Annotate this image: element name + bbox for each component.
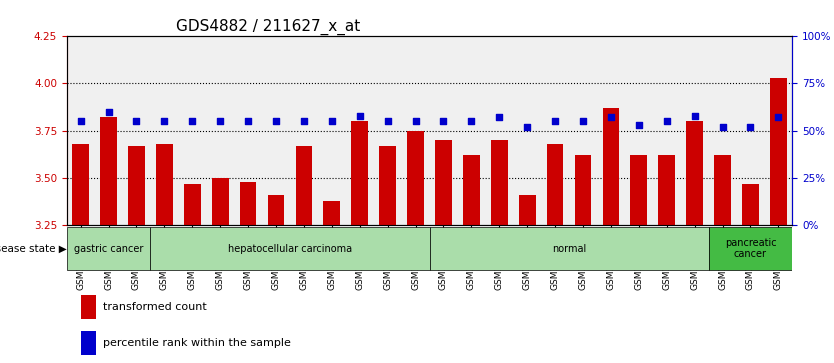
Bar xyxy=(73,144,89,225)
Bar xyxy=(324,200,340,225)
Bar xyxy=(67,227,150,270)
Point xyxy=(744,124,757,130)
Point xyxy=(465,118,478,124)
Bar xyxy=(407,131,424,225)
Bar xyxy=(128,146,145,225)
Point xyxy=(102,109,115,115)
Point xyxy=(409,118,422,124)
Point xyxy=(158,118,171,124)
Bar xyxy=(268,195,284,225)
Bar xyxy=(714,155,731,225)
Bar xyxy=(686,121,703,225)
Point xyxy=(688,113,701,118)
Point xyxy=(604,115,617,121)
Point xyxy=(214,118,227,124)
Point xyxy=(241,118,254,124)
Point xyxy=(130,118,143,124)
Bar xyxy=(547,144,564,225)
Point xyxy=(269,118,283,124)
Point xyxy=(771,115,785,121)
Point xyxy=(549,118,562,124)
Bar xyxy=(435,140,452,225)
Bar xyxy=(212,178,229,225)
Bar xyxy=(709,227,792,270)
Bar xyxy=(184,184,201,225)
Bar xyxy=(100,118,117,225)
Point xyxy=(297,118,310,124)
Point xyxy=(353,113,366,118)
Bar xyxy=(150,227,430,270)
Bar xyxy=(575,155,591,225)
Bar xyxy=(81,331,96,355)
Text: pancreatic
cancer: pancreatic cancer xyxy=(725,238,776,260)
Text: percentile rank within the sample: percentile rank within the sample xyxy=(103,338,291,348)
Point xyxy=(325,118,339,124)
Bar xyxy=(742,184,759,225)
Point xyxy=(437,118,450,124)
Point xyxy=(660,118,673,124)
Bar xyxy=(379,146,396,225)
Text: transformed count: transformed count xyxy=(103,302,207,312)
Bar xyxy=(295,146,312,225)
Point xyxy=(716,124,729,130)
Point xyxy=(520,124,534,130)
Bar xyxy=(770,78,786,225)
Text: gastric cancer: gastric cancer xyxy=(74,244,143,254)
Bar xyxy=(239,182,257,225)
Bar xyxy=(430,227,709,270)
Point xyxy=(381,118,394,124)
Text: normal: normal xyxy=(552,244,586,254)
Point xyxy=(576,118,590,124)
Text: hepatocellular carcinoma: hepatocellular carcinoma xyxy=(228,244,352,254)
Point xyxy=(493,115,506,121)
Bar xyxy=(81,295,96,319)
Point xyxy=(632,122,646,128)
Text: GDS4882 / 211627_x_at: GDS4882 / 211627_x_at xyxy=(175,19,359,35)
Bar xyxy=(463,155,480,225)
Bar xyxy=(491,140,508,225)
Text: disease state ▶: disease state ▶ xyxy=(0,244,67,254)
Bar xyxy=(156,144,173,225)
Bar xyxy=(658,155,675,225)
Bar xyxy=(519,195,535,225)
Bar xyxy=(602,108,620,225)
Point xyxy=(74,118,88,124)
Bar xyxy=(631,155,647,225)
Bar xyxy=(351,121,368,225)
Point xyxy=(186,118,199,124)
